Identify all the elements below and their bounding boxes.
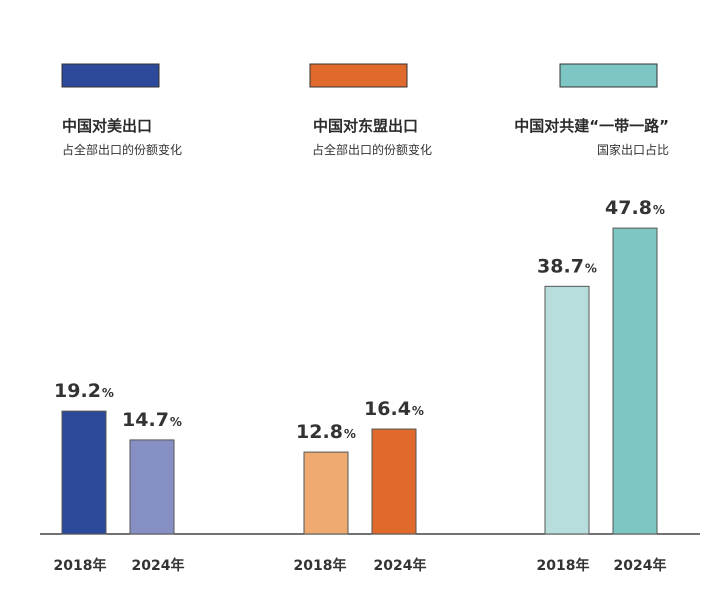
legend-swatch [309,63,408,88]
bar [612,227,658,535]
legend-title: 中国对美出口 [62,117,152,135]
legend-subtitle: 占全部出口的份额变化 [312,142,432,157]
data-label: 12.8% [296,421,356,443]
bar [61,410,107,535]
legend-title: 中国对共建“一带一路” [514,117,669,135]
bar [544,285,590,535]
data-label: 16.4% [364,398,424,420]
legend-swatch [559,63,658,88]
x-tick-label: 2024年 [132,557,185,574]
data-label: 47.8% [605,197,665,219]
legend-swatch [61,63,160,88]
data-label: 19.2% [54,380,114,402]
x-tick-label: 2024年 [374,557,427,574]
x-tick-label: 2018年 [54,557,107,574]
bar [129,439,175,535]
bar [371,428,417,535]
legend-subtitle: 占全部出口的份额变化 [62,142,182,157]
x-tick-label: 2024年 [614,557,667,574]
data-label: 14.7% [122,409,182,431]
data-label: 38.7% [537,255,597,277]
bar-group-3: 中国对共建“一带一路” 国家出口占比 38.7% 2018年 47.8% 2024年 [514,63,669,574]
legend-subtitle: 国家出口占比 [597,142,669,157]
legend-title: 中国对东盟出口 [313,117,418,135]
x-tick-label: 2018年 [294,557,347,574]
x-tick-label: 2018年 [537,557,590,574]
bar [303,451,349,535]
